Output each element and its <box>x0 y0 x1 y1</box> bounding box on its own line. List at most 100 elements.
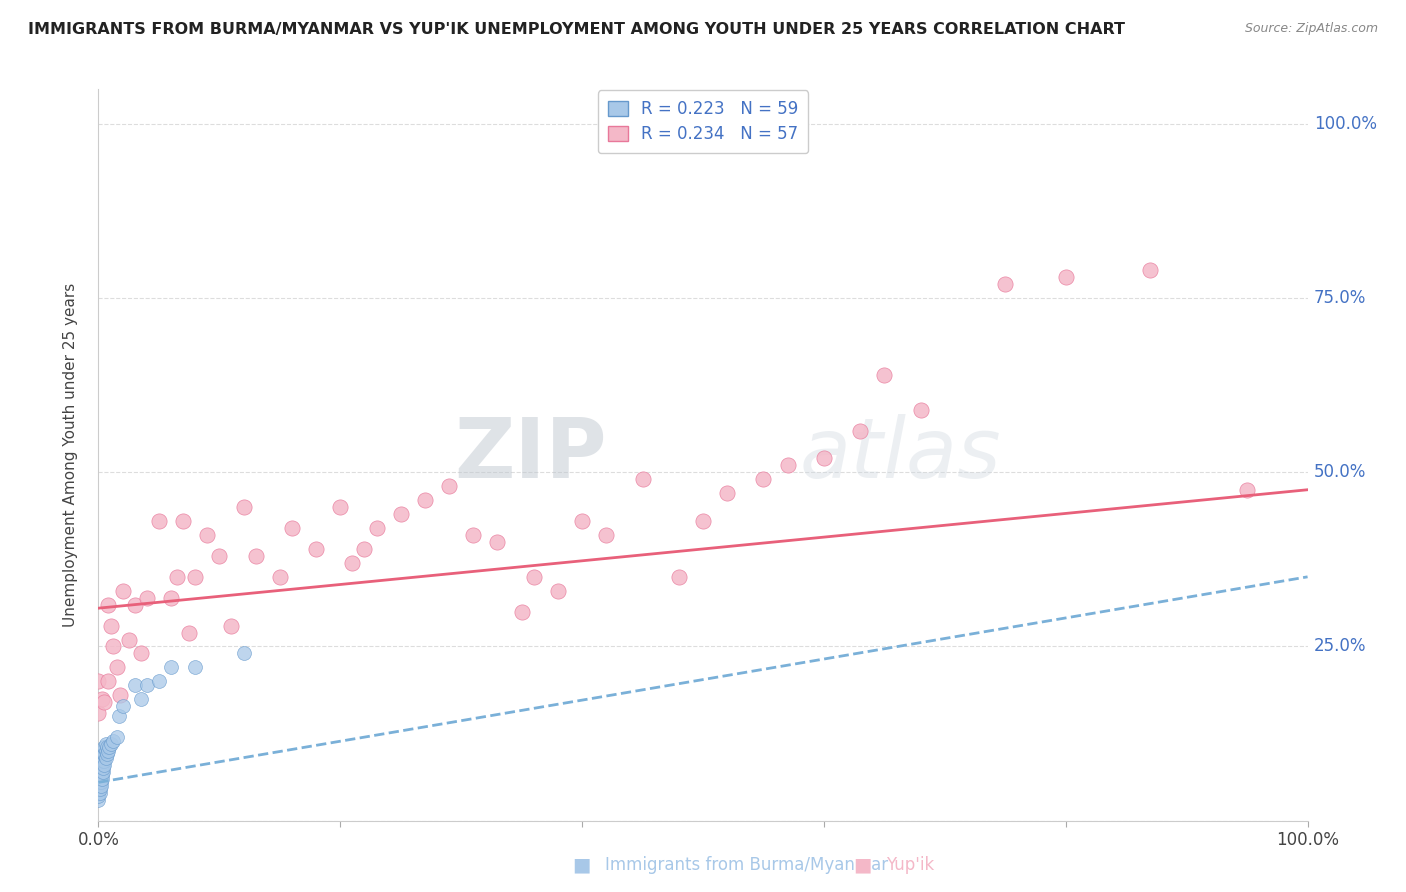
Point <box>96 747 118 762</box>
Point <box>172 514 194 528</box>
Point <box>1139 263 1161 277</box>
Point <box>87 779 110 793</box>
Point <box>281 521 304 535</box>
Point <box>994 277 1017 292</box>
Point <box>87 786 110 800</box>
Point <box>105 660 128 674</box>
Point <box>101 733 124 747</box>
Point <box>849 424 872 438</box>
Point <box>160 591 183 605</box>
Point <box>129 691 152 706</box>
Point <box>91 744 114 758</box>
Point <box>93 755 115 769</box>
Point <box>89 775 111 789</box>
Point <box>96 740 118 755</box>
Point <box>100 618 122 632</box>
Point <box>179 625 201 640</box>
Point <box>486 535 509 549</box>
Point <box>776 458 799 473</box>
Point <box>98 740 121 755</box>
Point <box>91 761 114 775</box>
Point <box>716 486 738 500</box>
Text: Yup'ik: Yup'ik <box>886 856 934 874</box>
Text: Immigrants from Burma/Myanmar: Immigrants from Burma/Myanmar <box>605 856 887 874</box>
Point <box>184 570 207 584</box>
Point <box>91 772 114 786</box>
Point <box>97 674 120 689</box>
Point <box>108 688 131 702</box>
Point <box>111 698 134 713</box>
Point <box>91 755 114 769</box>
Point <box>90 755 112 769</box>
Point <box>873 368 896 382</box>
Point <box>135 678 157 692</box>
Text: IMMIGRANTS FROM BURMA/MYANMAR VS YUP'IK UNEMPLOYMENT AMONG YOUTH UNDER 25 YEARS : IMMIGRANTS FROM BURMA/MYANMAR VS YUP'IK … <box>28 22 1125 37</box>
Point <box>90 761 112 775</box>
Point <box>91 764 114 779</box>
Point <box>195 528 218 542</box>
Point <box>366 521 388 535</box>
Point <box>547 583 569 598</box>
Point <box>108 709 131 723</box>
Point <box>208 549 231 563</box>
Point <box>89 772 111 786</box>
Point <box>105 730 128 744</box>
Point <box>571 514 593 528</box>
Point <box>90 775 112 789</box>
Point <box>94 737 117 751</box>
Point <box>87 674 110 689</box>
Point <box>595 528 617 542</box>
Point <box>89 779 111 793</box>
Point <box>93 758 115 772</box>
Point <box>89 786 111 800</box>
Point <box>87 789 110 804</box>
Point <box>97 598 120 612</box>
Point <box>413 493 436 508</box>
Point <box>91 691 114 706</box>
Point <box>329 500 352 515</box>
Text: ■: ■ <box>853 855 872 874</box>
Point <box>166 570 188 584</box>
Point <box>523 570 546 584</box>
Point <box>87 782 110 797</box>
Point <box>93 695 115 709</box>
Point <box>89 764 111 779</box>
Point <box>692 514 714 528</box>
Point <box>87 793 110 807</box>
Point <box>1236 483 1258 497</box>
Point <box>91 751 114 765</box>
Point <box>90 764 112 779</box>
Point <box>111 583 134 598</box>
Point <box>101 640 124 654</box>
Point <box>87 775 110 789</box>
Point <box>118 632 141 647</box>
Point <box>91 755 114 769</box>
Point <box>463 528 485 542</box>
Point <box>90 758 112 772</box>
Point <box>90 768 112 782</box>
Point <box>631 472 654 486</box>
Text: 75.0%: 75.0% <box>1313 289 1367 307</box>
Point <box>232 647 254 661</box>
Point <box>89 758 111 772</box>
Point <box>91 768 114 782</box>
Point <box>221 618 243 632</box>
Point <box>910 402 932 417</box>
Y-axis label: Unemployment Among Youth under 25 years: Unemployment Among Youth under 25 years <box>63 283 77 627</box>
Point <box>89 782 111 797</box>
Point <box>93 747 115 762</box>
Text: Source: ZipAtlas.com: Source: ZipAtlas.com <box>1244 22 1378 36</box>
Point <box>87 706 110 720</box>
Point <box>510 605 533 619</box>
Text: ■: ■ <box>572 855 591 874</box>
Point <box>90 772 112 786</box>
Point <box>389 507 412 521</box>
Text: 25.0%: 25.0% <box>1313 638 1367 656</box>
Point <box>91 761 114 775</box>
Point <box>813 451 835 466</box>
Point <box>160 660 183 674</box>
Point <box>94 744 117 758</box>
Point <box>269 570 291 584</box>
Point <box>94 751 117 765</box>
Point <box>89 768 111 782</box>
